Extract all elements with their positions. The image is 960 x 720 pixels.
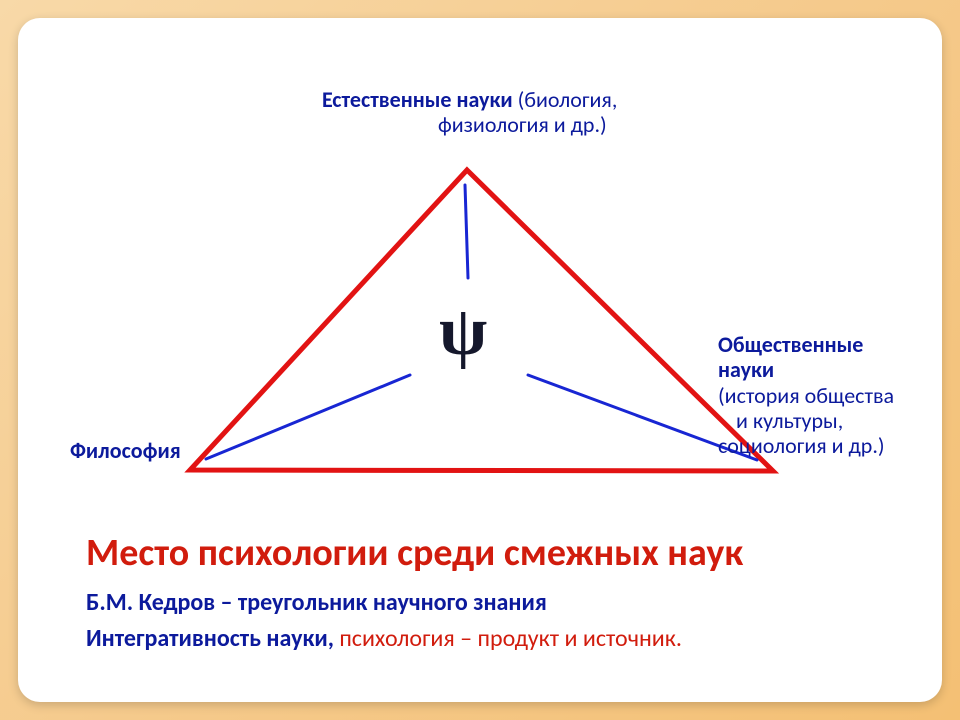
subtitle-integrativity-red: психология – продукт и источник. (334, 624, 682, 653)
label-natural-sciences-bold: Естественные науки (322, 86, 513, 113)
subtitle-kedrov-prefix: Б.М. (86, 588, 133, 617)
subtitle-kedrov-rest: Кедров – треугольник научного знания (133, 588, 547, 617)
label-social-sciences-l3: (история общества (718, 383, 894, 408)
subtitle-integrativity: Интегративность науки, психология – прод… (86, 624, 682, 653)
slide-background: ψ Естественные науки (биология, физиолог… (0, 0, 960, 720)
label-social-sciences-l2: науки (718, 357, 894, 382)
subtitle-integrativity-blue: Интегративность науки, (86, 624, 334, 653)
subtitle-kedrov: Б.М. Кедров – треугольник научного знани… (86, 588, 547, 617)
label-social-sciences: Общественные науки (история общества и к… (718, 332, 894, 458)
label-natural-sciences-line2: физиология и др.) (438, 112, 617, 137)
label-social-sciences-l5: социология и др.) (718, 433, 894, 458)
label-social-sciences-l1: Общественные (718, 332, 894, 357)
slide-title: Место психологии среди смежных наук (86, 530, 743, 576)
label-social-sciences-l4: и культуры, (736, 408, 894, 433)
label-natural-sciences: Естественные науки (биология, физиология… (322, 87, 617, 138)
label-philosophy: Философия (70, 438, 181, 463)
psi-symbol: ψ (439, 292, 487, 373)
label-natural-sciences-tail: (биология, (513, 86, 618, 113)
